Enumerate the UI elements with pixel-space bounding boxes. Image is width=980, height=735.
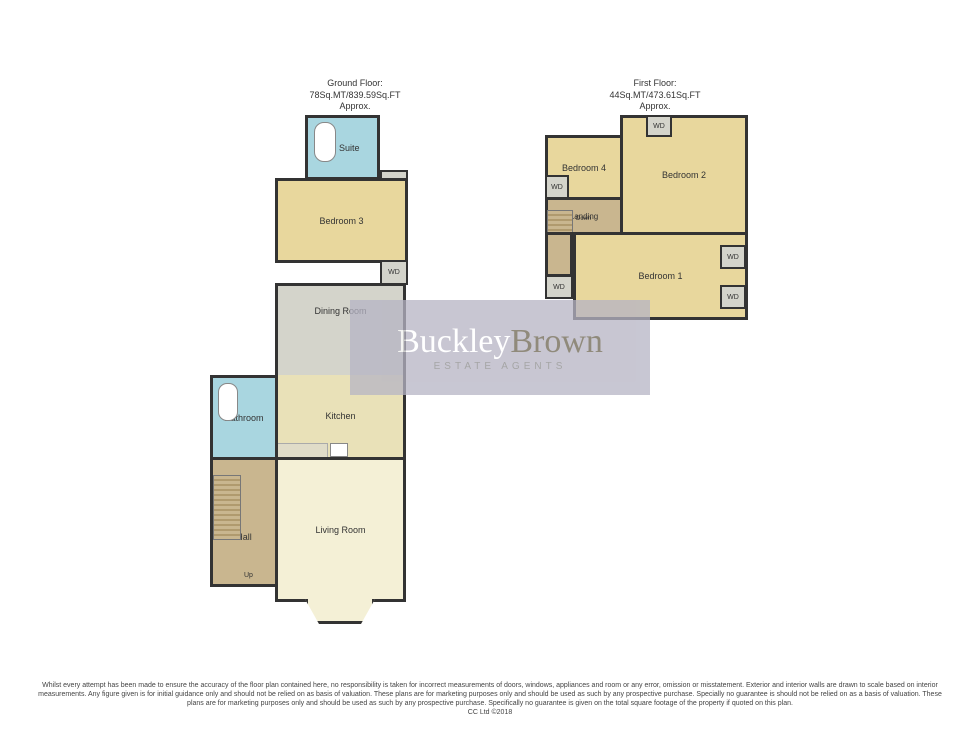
stairs-down-label: Down [576, 216, 591, 222]
brand-part1: Buckley [397, 323, 510, 360]
disclaimer-text: Whilst every attempt has been made to en… [30, 681, 950, 717]
room-bedroom2: Bedroom 2 [620, 115, 748, 235]
brand-part2: Brown [510, 323, 603, 360]
wd-label-7: WD [553, 284, 565, 291]
stairs-up-label: Up [244, 572, 253, 579]
brand-subtitle: ESTATE AGENTS [434, 361, 567, 372]
room-bathroom: Bathroom [210, 375, 278, 460]
ground-floor-label: Ground Floor: [280, 78, 430, 90]
copyright-text: CC Ltd ©2018 [468, 709, 512, 716]
room-ensuite: En Suite [305, 115, 380, 180]
room-bedroom3: Bedroom 3 [275, 178, 408, 263]
ground-floor-approx: Approx. [280, 101, 430, 113]
ground-floor-area: 78Sq.MT/839.59Sq.FT [280, 90, 430, 102]
brand-text: BuckleyBrown [397, 323, 603, 361]
wd-label-2: WD [388, 269, 400, 276]
closet-wd-b1b: WD [720, 285, 746, 309]
bedroom3-label: Bedroom 3 [319, 216, 363, 226]
first-floor-title: First Floor: 44Sq.MT/473.61Sq.FT Approx. [580, 78, 730, 113]
disclaimer-body: Whilst every attempt has been made to en… [38, 682, 942, 707]
ground-floor-title: Ground Floor: 78Sq.MT/839.59Sq.FT Approx… [280, 78, 430, 113]
brand-watermark: BuckleyBrown ESTATE AGENTS [350, 300, 650, 395]
stairs-ground [213, 475, 241, 540]
living-label: Living Room [315, 525, 365, 535]
room-living: Living Room [275, 457, 406, 602]
bedroom1-label: Bedroom 1 [638, 271, 682, 281]
kitchen-label: Kitchen [325, 411, 355, 421]
closet-wd-b1a: WD [720, 245, 746, 269]
first-floor-approx: Approx. [580, 101, 730, 113]
floorplan-canvas: Ground Floor: 78Sq.MT/839.59Sq.FT Approx… [0, 0, 980, 735]
bathtub-icon-2 [218, 383, 238, 421]
wd-label-6: WD [727, 294, 739, 301]
first-floor-label: First Floor: [580, 78, 730, 90]
first-floor-area: 44Sq.MT/473.61Sq.FT [580, 90, 730, 102]
kitchen-counter [278, 443, 328, 457]
wd-label-4: WD [653, 123, 665, 130]
wd-label-3: WD [551, 184, 563, 191]
closet-wd-b1d [545, 232, 573, 277]
hob-icon [330, 443, 348, 457]
closet-wd-b1c: WD [545, 275, 573, 299]
bay-window [305, 599, 375, 624]
bedroom2-label: Bedroom 2 [662, 170, 706, 180]
bedroom4-label: Bedroom 4 [562, 163, 606, 173]
bathtub-icon [314, 122, 336, 162]
wd-label-5: WD [727, 254, 739, 261]
closet-wd-b3: WD [380, 260, 408, 285]
closet-wd-b2: WD [646, 115, 672, 137]
